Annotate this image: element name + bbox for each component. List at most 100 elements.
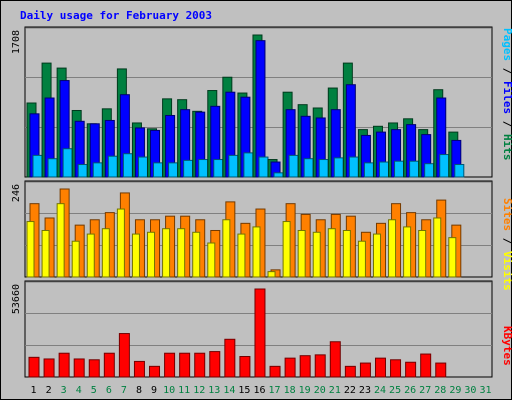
bar-sites-day-15 bbox=[237, 233, 246, 278]
bar-sites-day-19 bbox=[297, 229, 306, 278]
bar-pages-day-5 bbox=[92, 162, 103, 178]
bar-kbytes-day-11 bbox=[179, 352, 191, 378]
bar-kbytes-day-27 bbox=[420, 353, 432, 378]
bar-kbytes-day-13 bbox=[209, 351, 221, 378]
x-tick-label-day-26: 26 bbox=[404, 385, 416, 396]
bar-pages-day-23 bbox=[363, 162, 374, 178]
x-tick-label-day-20: 20 bbox=[314, 385, 326, 396]
bar-sites-day-25 bbox=[388, 219, 397, 278]
bar-pages-day-20 bbox=[318, 159, 329, 178]
bar-kbytes-day-25 bbox=[390, 359, 402, 378]
bar-pages-day-2 bbox=[47, 158, 58, 178]
bar-kbytes-day-9 bbox=[149, 365, 161, 378]
bar-pages-day-25 bbox=[394, 160, 405, 178]
x-tick-label-day-4: 4 bbox=[76, 385, 82, 396]
bar-sites-day-5 bbox=[86, 233, 95, 278]
x-tick-label-day-31: 31 bbox=[479, 385, 491, 396]
x-tick-label-day-5: 5 bbox=[91, 385, 97, 396]
x-tick-label-day-10: 10 bbox=[163, 385, 175, 396]
x-tick-label-day-2: 2 bbox=[46, 385, 52, 396]
bar-pages-day-9 bbox=[153, 162, 164, 178]
x-tick-label-day-30: 30 bbox=[464, 385, 476, 396]
bar-pages-day-16 bbox=[258, 156, 269, 178]
legend-sep-2: / bbox=[501, 114, 512, 134]
panel-visits-sites: 246 bbox=[11, 180, 493, 278]
bar-kbytes-day-8 bbox=[133, 360, 145, 378]
bar-pages-day-17 bbox=[273, 172, 284, 178]
bar-sites-day-23 bbox=[357, 240, 366, 278]
bar-kbytes-day-16 bbox=[254, 288, 266, 378]
bar-kbytes-day-26 bbox=[405, 361, 417, 378]
bar-sites-day-1 bbox=[26, 221, 35, 278]
legend-sep-1: / bbox=[501, 61, 512, 81]
x-tick-label-day-14: 14 bbox=[223, 385, 235, 396]
x-tick-label-day-9: 9 bbox=[151, 385, 157, 396]
x-tick-label-day-28: 28 bbox=[434, 385, 446, 396]
bar-kbytes-day-20 bbox=[314, 354, 326, 378]
legend-sites: Sites bbox=[501, 198, 512, 231]
bar-kbytes-day-7 bbox=[118, 333, 130, 378]
bar-pages-day-29 bbox=[454, 164, 465, 178]
x-tick-label-day-18: 18 bbox=[284, 385, 296, 396]
bar-sites-day-8 bbox=[131, 233, 140, 278]
bar-kbytes-day-6 bbox=[103, 352, 115, 378]
legend-pages-files-hits: Pages / Files / Hits bbox=[501, 28, 512, 161]
legend-hits: Hits bbox=[501, 134, 512, 161]
bar-pages-day-18 bbox=[288, 154, 299, 178]
bar-kbytes-day-14 bbox=[224, 338, 236, 378]
bar-sites-day-12 bbox=[192, 231, 201, 278]
bar-sites-day-9 bbox=[147, 231, 156, 278]
legend-files: Files bbox=[501, 81, 512, 114]
x-tick-label-day-7: 7 bbox=[121, 385, 127, 396]
bar-pages-day-22 bbox=[348, 156, 359, 178]
x-tick-label-day-15: 15 bbox=[238, 385, 250, 396]
bar-kbytes-day-2 bbox=[43, 358, 55, 378]
bar-sites-day-28 bbox=[433, 217, 442, 278]
bar-kbytes-day-28 bbox=[435, 362, 447, 378]
bar-pages-day-11 bbox=[183, 159, 194, 178]
bar-sites-day-7 bbox=[116, 208, 125, 278]
bar-pages-day-4 bbox=[77, 164, 88, 178]
bar-kbytes-day-18 bbox=[284, 357, 296, 378]
bar-pages-day-27 bbox=[424, 163, 435, 178]
bar-pages-day-10 bbox=[168, 162, 179, 178]
bar-sites-day-13 bbox=[207, 242, 216, 278]
bar-sites-day-4 bbox=[71, 240, 80, 278]
bar-sites-day-21 bbox=[327, 228, 336, 278]
bar-sites-day-6 bbox=[101, 228, 110, 278]
bar-kbytes-day-1 bbox=[28, 356, 40, 378]
bar-pages-day-15 bbox=[243, 152, 254, 178]
x-tick-label-day-12: 12 bbox=[193, 385, 205, 396]
bar-pages-day-26 bbox=[409, 160, 420, 178]
legend-kbytes: KBytes bbox=[501, 326, 512, 366]
x-tick-label-day-3: 3 bbox=[61, 385, 67, 396]
bar-sites-day-11 bbox=[177, 228, 186, 278]
x-tick-label-day-23: 23 bbox=[359, 385, 371, 396]
x-tick-label-day-11: 11 bbox=[178, 385, 190, 396]
bar-kbytes-day-3 bbox=[58, 352, 70, 378]
bar-kbytes-day-19 bbox=[299, 355, 311, 378]
chart-title: Daily usage for February 2003 bbox=[20, 9, 212, 22]
y-tick-label: 246 bbox=[11, 184, 22, 202]
bar-pages-day-19 bbox=[303, 158, 314, 178]
bar-pages-day-6 bbox=[107, 155, 118, 178]
bar-pages-day-28 bbox=[439, 154, 450, 178]
bar-sites-day-14 bbox=[222, 219, 231, 278]
panel-hits-files-pages: 1708 bbox=[11, 26, 493, 178]
x-tick-label-day-16: 16 bbox=[253, 385, 265, 396]
x-tick-label-day-13: 13 bbox=[208, 385, 220, 396]
x-axis-day-labels: 1 2 3 4 5 6 7 8 9 10 11 12 13 14 15 16 17 18 19 20 21 22 23 24 2… bbox=[31, 385, 492, 396]
bar-pages-day-13 bbox=[213, 159, 224, 178]
x-tick-label-day-21: 21 bbox=[329, 385, 341, 396]
x-tick-label-day-25: 25 bbox=[389, 385, 401, 396]
bar-pages-day-8 bbox=[137, 156, 148, 178]
x-tick-label-day-1: 1 bbox=[31, 385, 37, 396]
bar-pages-day-21 bbox=[333, 157, 344, 178]
legend-pages: Pages bbox=[501, 28, 512, 61]
x-tick-label-day-29: 29 bbox=[449, 385, 461, 396]
bar-sites-day-10 bbox=[162, 228, 171, 278]
x-tick-label-day-8: 8 bbox=[136, 385, 142, 396]
x-tick-label-day-17: 17 bbox=[269, 385, 281, 396]
bar-pages-day-1 bbox=[32, 154, 43, 178]
